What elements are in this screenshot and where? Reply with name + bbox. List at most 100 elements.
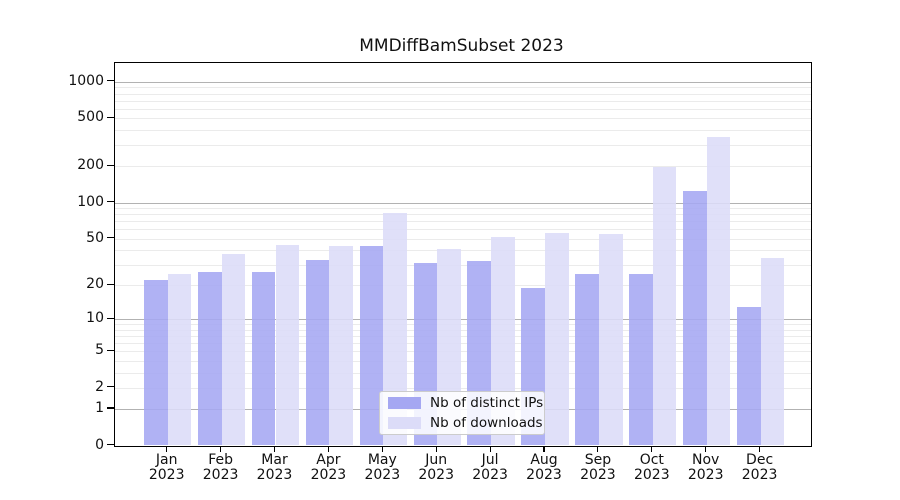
- gridline-2: [114, 387, 811, 389]
- gridline-4: [114, 360, 811, 362]
- bar-mar-distinct-ips: [251, 272, 276, 446]
- chart-title: MMDiffBamSubset 2023: [359, 36, 564, 56]
- bar-may-distinct-ips: [359, 246, 384, 446]
- bar-dec-downloads: [760, 258, 785, 446]
- x-tick-mark-jun: [435, 445, 437, 452]
- legend-swatch-downloads: [388, 417, 421, 429]
- y-tick-mark-1: [106, 407, 114, 409]
- x-tick-label-sep: Sep 2023: [580, 452, 616, 483]
- y-tick-label-200: 200: [77, 157, 104, 174]
- y-tick-mark-200: [106, 164, 114, 166]
- gridline-600: [114, 108, 811, 110]
- bar-nov-distinct-ips: [683, 190, 707, 446]
- plot-area: [113, 61, 812, 447]
- y-tick-mark-2: [106, 386, 114, 388]
- gridline-10: [114, 319, 811, 321]
- gridline-5: [114, 351, 811, 353]
- gridline-800: [114, 93, 811, 95]
- legend-swatch-distinct-ips: [388, 397, 421, 409]
- y-tick-mark-0: [106, 443, 114, 446]
- gridline-700: [114, 100, 811, 102]
- legend-row-distinct-ips: Nb of distinct IPs: [388, 395, 543, 411]
- gridline-40: [114, 250, 811, 252]
- x-tick-label-aug: Aug 2023: [526, 452, 562, 483]
- legend-label-downloads: Nb of downloads: [430, 415, 543, 431]
- y-tick-mark-10: [106, 317, 114, 319]
- y-tick-mark-1000: [106, 80, 114, 82]
- gridline-7: [114, 336, 811, 338]
- bar-feb-downloads: [221, 254, 246, 446]
- x-tick-mark-nov: [705, 445, 707, 452]
- x-tick-label-apr: Apr 2023: [310, 452, 347, 483]
- x-tick-mark-may: [381, 445, 383, 452]
- x-tick-label-jul: Jul 2023: [472, 452, 508, 483]
- gridline-80: [114, 214, 811, 216]
- gridline-50: [114, 238, 811, 240]
- bar-aug-downloads: [545, 232, 569, 446]
- bar-sep-distinct-ips: [575, 274, 599, 446]
- gridline-100: [114, 202, 811, 204]
- gridline-200: [114, 166, 811, 168]
- legend-label-distinct-ips: Nb of distinct IPs: [430, 395, 544, 411]
- bar-dec-distinct-ips: [736, 306, 761, 446]
- x-tick-mark-apr: [327, 445, 329, 452]
- x-tick-mark-sep: [597, 445, 599, 452]
- x-tick-label-feb: Feb 2023: [202, 452, 239, 483]
- x-tick-label-oct: Oct 2023: [633, 452, 670, 483]
- y-tick-label-100: 100: [77, 193, 104, 210]
- y-tick-label-20: 20: [86, 276, 104, 293]
- y-tick-label-50: 50: [86, 229, 104, 246]
- gridline-400: [114, 129, 811, 131]
- gridline-8: [114, 329, 811, 331]
- bar-jan-distinct-ips: [144, 280, 168, 446]
- x-tick-label-may: May 2023: [364, 452, 401, 483]
- gridline-300: [114, 145, 811, 147]
- y-tick-mark-500: [106, 116, 114, 118]
- y-tick-label-500: 500: [77, 109, 104, 126]
- x-tick-mark-dec: [759, 445, 761, 452]
- x-tick-mark-jan: [166, 445, 168, 452]
- bar-oct-distinct-ips: [629, 274, 653, 446]
- gridline-20: [114, 285, 811, 287]
- gridline-60: [114, 229, 811, 231]
- bar-oct-downloads: [652, 166, 677, 446]
- x-tick-label-dec: Dec 2023: [741, 452, 778, 483]
- gridline-3: [114, 372, 811, 374]
- x-tick-mark-oct: [651, 445, 653, 452]
- y-tick-mark-50: [106, 236, 114, 239]
- bar-mar-downloads: [275, 245, 300, 446]
- bar-nov-downloads: [706, 137, 731, 446]
- gridline-6: [114, 343, 811, 345]
- x-tick-mark-jul: [489, 445, 491, 452]
- x-tick-label-jun: Jun 2023: [418, 452, 454, 483]
- gridline-900: [114, 87, 811, 89]
- gridline-9: [114, 324, 811, 326]
- y-tick-mark-20: [106, 283, 114, 285]
- legend-row-downloads: Nb of downloads: [388, 415, 543, 431]
- y-tick-label-2: 2: [95, 378, 104, 395]
- gridline-90: [114, 208, 811, 210]
- y-tick-label-1000: 1000: [68, 72, 104, 89]
- bar-apr-distinct-ips: [305, 259, 330, 446]
- x-tick-mark-mar: [273, 445, 276, 452]
- gridline-70: [114, 221, 811, 223]
- gridline-1000: [114, 81, 811, 83]
- gridline-500: [114, 118, 811, 120]
- bar-apr-downloads: [329, 246, 354, 446]
- bar-feb-distinct-ips: [197, 272, 222, 446]
- y-tick-mark-5: [106, 349, 114, 351]
- y-tick-label-1: 1: [95, 400, 104, 416]
- x-tick-label-jan: Jan 2023: [148, 452, 185, 483]
- y-tick-label-0: 0: [95, 436, 104, 453]
- bar-jan-downloads: [167, 274, 192, 446]
- gridline-30: [114, 264, 811, 266]
- bar-may-downloads: [383, 212, 407, 446]
- x-tick-mark-feb: [220, 445, 222, 452]
- y-tick-label-10: 10: [86, 310, 104, 327]
- y-tick-label-5: 5: [95, 342, 104, 359]
- x-tick-label-mar: Mar 2023: [256, 452, 293, 483]
- x-tick-label-nov: Nov 2023: [687, 452, 724, 483]
- x-tick-mark-aug: [543, 445, 545, 452]
- legend: Nb of distinct IPs Nb of downloads: [379, 391, 545, 435]
